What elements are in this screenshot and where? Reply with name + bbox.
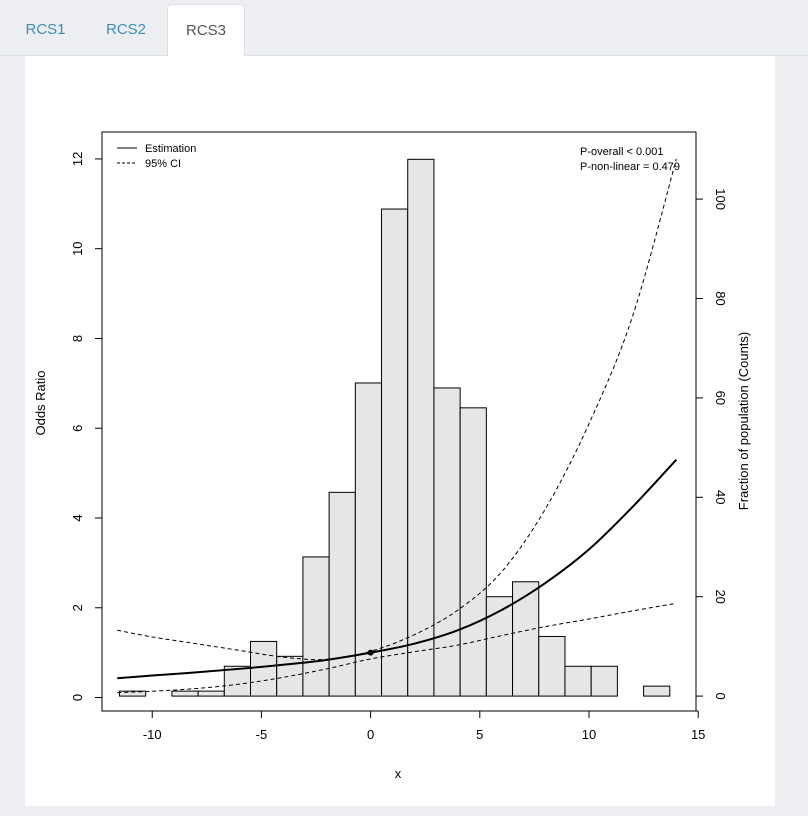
y2-tick-label: 0 xyxy=(713,692,728,699)
x-tick-label: 15 xyxy=(691,727,705,742)
histogram-bar xyxy=(354,382,383,697)
histogram-bar xyxy=(590,665,618,697)
x-tick-label: -10 xyxy=(143,727,162,742)
tab-bar-divider xyxy=(0,55,808,56)
histogram-bar xyxy=(250,640,278,697)
y2-tick-label: 80 xyxy=(713,291,728,305)
tab-rcs3[interactable]: RCS3 xyxy=(167,4,245,57)
tab-rcs1[interactable]: RCS1 xyxy=(25,21,66,38)
histogram-bar xyxy=(485,596,514,697)
histogram-bar xyxy=(197,690,225,697)
p-overall-annotation: P-overall < 0.001 xyxy=(580,146,663,158)
y2-tick-label: 100 xyxy=(713,188,728,210)
legend: Estimation 95% CI xyxy=(117,143,196,170)
legend-ci-label: 95% CI xyxy=(145,158,181,170)
y2-tick-label: 40 xyxy=(713,490,728,504)
y2-axis-title: Fraction of population (Counts) xyxy=(736,332,751,510)
histogram-bar xyxy=(118,690,147,697)
tab-rcs2[interactable]: RCS2 xyxy=(105,21,146,38)
histogram-bar xyxy=(302,556,330,697)
p-nonlinear-annotation: P-non-linear = 0.479 xyxy=(580,161,680,173)
x-axis-title: x xyxy=(395,766,402,781)
y-tick-label: 12 xyxy=(70,152,85,166)
legend-estimation-label: Estimation xyxy=(145,143,196,155)
estimation-line xyxy=(117,458,678,680)
x-tick-label: 5 xyxy=(476,727,483,742)
y-tick-label: 4 xyxy=(70,514,85,521)
plot-panel: -10 -5 0 5 10 15 0 2 4 6 8 10 12 0 20 40 60 80 100 Estimat… xyxy=(25,56,775,806)
y-tick-label: 0 xyxy=(70,694,85,701)
histogram-bar xyxy=(171,690,199,697)
rcs-chart: -10 -5 0 5 10 15 0 2 4 6 8 10 12 0 20 40 60 80 100 Estimat… xyxy=(33,131,751,781)
histogram-bar xyxy=(328,491,356,697)
x-tick-label: 0 xyxy=(367,727,374,742)
histogram-bar xyxy=(564,665,592,697)
histogram-bar xyxy=(643,685,671,697)
ci-upper-line xyxy=(117,158,677,661)
histogram-bar xyxy=(459,407,487,697)
y-tick-label: 10 xyxy=(70,241,85,255)
histogram-bar xyxy=(433,387,461,697)
tab-bar: RCS1 RCS2 RCS3 xyxy=(0,0,808,57)
reference-point xyxy=(367,649,374,656)
y-tick-label: 6 xyxy=(70,425,85,432)
y-tick-label: 8 xyxy=(70,335,85,342)
x-tick-label: 10 xyxy=(582,727,596,742)
histogram-bar xyxy=(512,581,540,697)
y2-tick-label: 20 xyxy=(713,589,728,603)
histogram-bar xyxy=(381,208,409,697)
y-axis-title: Odds Ratio xyxy=(33,370,48,435)
y2-tick-label: 60 xyxy=(713,391,728,405)
x-tick-label: -5 xyxy=(256,727,268,742)
y-tick-label: 2 xyxy=(70,604,85,611)
histogram-bar xyxy=(538,635,566,697)
histogram-bar xyxy=(407,158,435,697)
